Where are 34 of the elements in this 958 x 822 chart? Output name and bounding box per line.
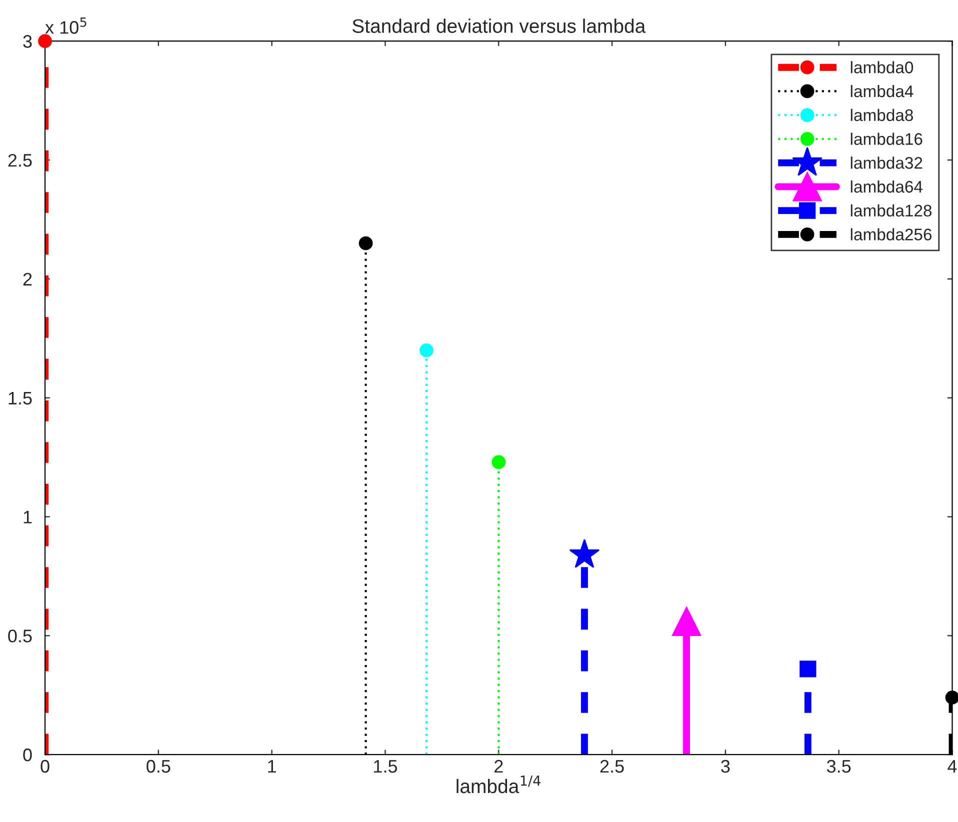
y-tick-label: 2.5 xyxy=(8,154,32,167)
legend-label: lambda32 xyxy=(850,156,922,169)
x-tick-label: 3.5 xyxy=(826,760,851,773)
legend-label: lambda128 xyxy=(850,204,932,217)
point xyxy=(38,34,52,48)
point xyxy=(358,236,373,250)
x-tick-label: 2.5 xyxy=(600,760,624,773)
point xyxy=(672,606,702,636)
legend-label: lambda16 xyxy=(850,132,922,145)
y-tick-label: 0.5 xyxy=(8,630,32,642)
x-tick-label: 2 xyxy=(494,760,503,773)
point xyxy=(420,343,434,358)
point xyxy=(800,660,816,678)
x-tick-label: 0 xyxy=(40,760,50,773)
y-tick-label: 1 xyxy=(24,510,32,524)
legend-label: lambda64 xyxy=(850,180,922,193)
x-tick-label: 0.5 xyxy=(146,760,170,773)
legend-label: lambda256 xyxy=(850,228,932,240)
point xyxy=(492,455,506,470)
legend-label: lambda4 xyxy=(850,84,914,98)
legend-label: lambda0 xyxy=(850,61,914,74)
y-tick-label: 3 xyxy=(23,35,32,48)
point xyxy=(945,690,958,704)
chart-title: Standard deviation versus lambda xyxy=(352,18,646,33)
x-tick-label: 3 xyxy=(721,760,730,773)
text: x 10$^{5}$ xyxy=(45,18,86,34)
y-tick-label: 2 xyxy=(23,272,32,286)
x-tick-label: 1 xyxy=(268,760,276,773)
x-tick-label: 4 xyxy=(948,760,957,773)
y-tick-label: 1.5 xyxy=(8,392,32,405)
legend-label: lambda8 xyxy=(850,108,913,122)
y-tick-label: 0 xyxy=(23,748,32,762)
x-axis-title: lambda$^{1/4}$ xyxy=(456,776,540,794)
x-tick-label: 1.5 xyxy=(374,760,398,773)
